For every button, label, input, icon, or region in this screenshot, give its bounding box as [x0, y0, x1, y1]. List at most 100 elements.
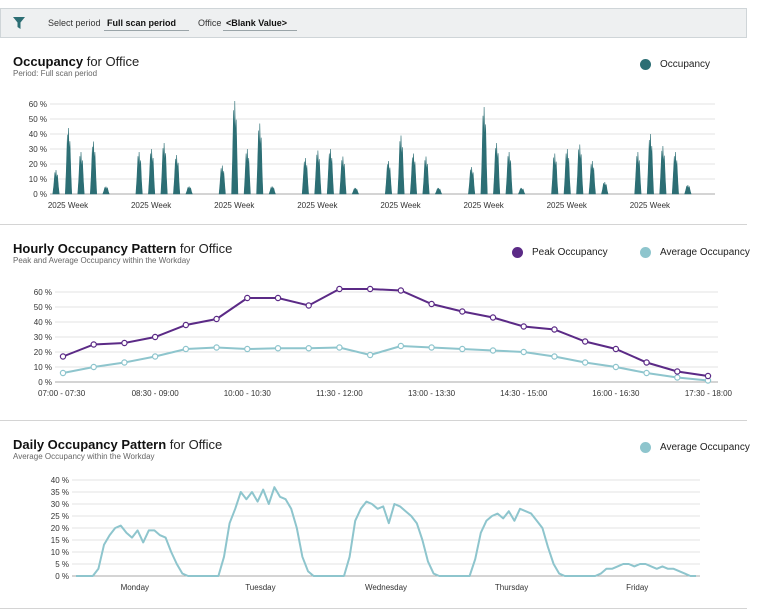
average-occupancy-point — [366, 351, 374, 359]
occupancy-area-peak — [326, 148, 334, 195]
occupancy-area-peak — [173, 154, 181, 195]
office-label: Office — [198, 18, 222, 28]
occupancy-y-tick-label: 50 % — [29, 115, 47, 124]
hourly-y-tick-label: 50 % — [34, 303, 52, 312]
daily-subtitle: Average Occupancy within the Workday — [13, 452, 155, 461]
hourly-y-tick-label: 0 % — [38, 378, 52, 387]
legend-daily-average[interactable]: Average Occupancy — [640, 442, 750, 453]
hourly-y-tick-label: 30 % — [34, 333, 52, 342]
occupancy-title-rest: for Office — [83, 54, 140, 69]
hourly-y-tick-label: 40 % — [34, 318, 52, 327]
select-period-label: Select period — [48, 18, 101, 28]
occupancy-area-peak — [634, 151, 642, 195]
occupancy-area-peak — [493, 142, 501, 195]
peak-occupancy-point — [182, 321, 190, 329]
legend-average-label: Average Occupancy — [660, 247, 750, 258]
occupancy-title: Occupancy for Office — [13, 54, 139, 69]
occupancy-area-peak — [102, 186, 110, 195]
peak-occupancy-point — [581, 338, 589, 345]
legend-peak[interactable]: Peak Occupancy — [512, 247, 608, 258]
hourly-y-tick-label: 10 % — [34, 363, 52, 372]
average-occupancy-point — [581, 359, 589, 366]
occupancy-area-peak — [551, 153, 559, 195]
peak-occupancy-point — [121, 339, 128, 347]
occupancy-area-peak — [409, 153, 418, 195]
average-occupancy-point — [674, 374, 681, 381]
occupancy-y-tick-label: 40 % — [29, 130, 47, 139]
occupancy-subtitle: Period: Full scan period — [13, 69, 98, 78]
peak-occupancy-point — [428, 300, 435, 308]
legend-occupancy-label: Occupancy — [660, 59, 711, 70]
occupancy-y-tick-label: 20 % — [29, 160, 47, 169]
occupancy-section: Occupancy for Office Period: Full scan p… — [0, 54, 768, 224]
hourly-x-tick-label: 07:00 - 07:30 — [38, 389, 86, 398]
occupancy-area-peak — [185, 186, 193, 195]
average-occupancy-line — [62, 344, 709, 382]
occupancy-x-tick-label: 2025 Week — [547, 201, 588, 210]
occupancy-area-peak — [77, 151, 85, 195]
occupancy-area-peak — [256, 123, 264, 195]
occupancy-area-peak — [671, 151, 679, 195]
daily-y-tick-label: 10 % — [51, 548, 69, 557]
average-occupancy-point — [459, 345, 466, 353]
occupancy-area-peak — [64, 127, 73, 195]
occupancy-x-tick-label: 2025 Week — [463, 201, 504, 210]
occupancy-area-peak — [160, 142, 168, 195]
peak-occupancy-point — [612, 345, 620, 353]
legend-dot-peak — [512, 247, 523, 258]
peak-occupancy-point — [336, 285, 343, 293]
peak-occupancy-line — [62, 288, 709, 377]
peak-occupancy-point — [551, 326, 558, 333]
occupancy-area-peak — [480, 106, 488, 195]
occupancy-area-peak — [339, 156, 347, 195]
average-occupancy-point — [151, 353, 159, 360]
peak-occupancy-point — [520, 323, 527, 330]
average-occupancy-point — [551, 353, 558, 360]
occupancy-y-tick-label: 30 % — [29, 145, 47, 154]
average-occupancy-point — [213, 344, 220, 351]
occupancy-area-peak — [351, 187, 360, 195]
legend-dot-average — [640, 247, 651, 258]
occupancy-area-peak — [384, 160, 393, 195]
daily-title: Daily Occupancy Pattern for Office — [13, 437, 222, 452]
occupancy-area-peak — [422, 156, 430, 195]
office-dropdown[interactable]: <Blank Value> — [223, 15, 297, 31]
peak-occupancy-point — [674, 368, 681, 375]
average-occupancy-point — [520, 348, 527, 356]
peak-occupancy-point — [459, 308, 466, 315]
hourly-x-tick-label: 08:30 - 09:00 — [132, 389, 180, 398]
peak-occupancy-point — [213, 315, 220, 323]
daily-y-tick-label: 15 % — [51, 536, 69, 545]
occupancy-area-peak — [601, 181, 609, 195]
filter-bar: Select period Full scan period Office <B… — [0, 8, 747, 38]
occupancy-area-peak — [684, 184, 692, 195]
legend-peak-label: Peak Occupancy — [532, 247, 608, 258]
hourly-title: Hourly Occupancy Pattern for Office — [13, 241, 232, 256]
hourly-title-bold: Hourly Occupancy Pattern — [13, 241, 177, 256]
occupancy-x-tick-label: 2025 Week — [48, 201, 89, 210]
average-occupancy-point — [428, 344, 435, 351]
daily-y-tick-label: 30 % — [51, 500, 69, 509]
filter-icon[interactable] — [12, 16, 26, 30]
peak-occupancy-point — [274, 294, 282, 302]
occupancy-area-peak — [218, 165, 226, 195]
divider-3 — [0, 608, 747, 609]
occupancy-area-peak — [52, 169, 60, 195]
occupancy-area-peak — [148, 148, 156, 195]
peak-occupancy-point — [59, 353, 67, 360]
hourly-y-tick-label: 60 % — [34, 288, 52, 297]
occupancy-x-tick-label: 2025 Week — [380, 201, 421, 210]
occupancy-x-tick-label: 2025 Week — [131, 201, 172, 210]
daily-y-tick-label: 20 % — [51, 524, 69, 533]
hourly-y-tick-label: 20 % — [34, 348, 52, 357]
legend-dot-daily-average — [640, 442, 651, 453]
legend-occupancy[interactable]: Occupancy — [640, 59, 710, 70]
period-dropdown[interactable]: Full scan period — [104, 15, 189, 31]
daily-y-tick-label: 0 % — [55, 572, 69, 581]
occupancy-area-peak — [268, 186, 276, 195]
daily-x-tick-label: Monday — [121, 583, 149, 592]
occupancy-area-peak — [434, 187, 443, 195]
average-occupancy-point — [121, 359, 128, 366]
legend-average[interactable]: Average Occupancy — [640, 247, 750, 258]
average-occupancy-point — [397, 342, 405, 350]
